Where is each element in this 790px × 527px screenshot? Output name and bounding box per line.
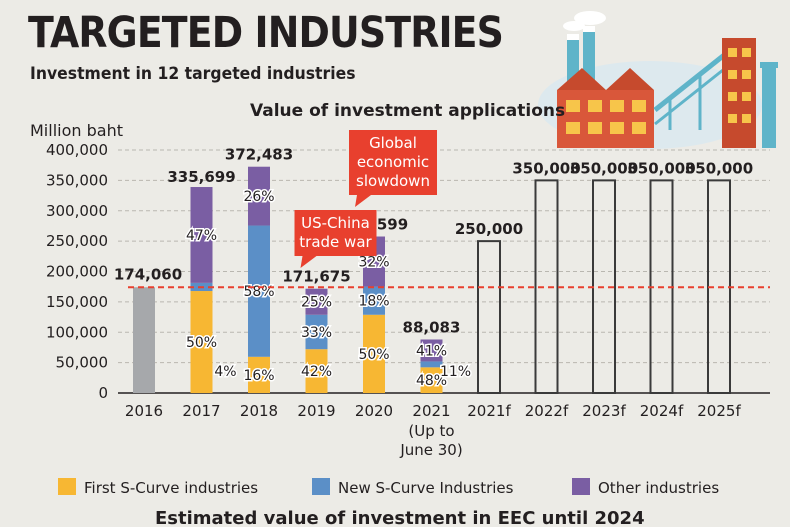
y-tick-label: 0 — [98, 384, 108, 402]
x-tick-label: 2021f — [467, 402, 511, 420]
bar-segment-first-s-curve — [363, 314, 385, 393]
x-tick-note: June 30) — [399, 441, 462, 459]
legend-swatch-first-s-curve — [58, 478, 76, 495]
bar-segment-new-s-curve — [363, 286, 385, 315]
callout-pointer — [300, 256, 317, 268]
total-value-label: 350,000 — [512, 159, 580, 177]
x-tick-label: 2022f — [525, 402, 569, 420]
share-label: 41% — [416, 343, 447, 359]
share-label: 16% — [243, 368, 274, 384]
callout-text: Global — [369, 134, 417, 152]
bar-segment-new-s-curve — [248, 225, 270, 357]
share-label: 42% — [301, 364, 332, 380]
callout-pointer — [355, 195, 371, 207]
legend-label-other: Other industries — [598, 479, 719, 497]
bar-segment-first-s-curve — [305, 349, 328, 393]
y-tick-label: 200,000 — [46, 263, 108, 281]
legend-label-new-s-curve: New S-Curve Industries — [338, 479, 514, 497]
bar-segment-new-s-curve — [305, 314, 328, 350]
share-label: 32% — [358, 255, 389, 271]
page-title: TARGETED INDUSTRIES — [28, 8, 504, 58]
bar-segment-other — [248, 166, 270, 226]
share-label: 11% — [440, 364, 471, 380]
total-value-label: 350,000 — [685, 159, 753, 177]
callout-text: US-China — [301, 214, 370, 232]
callout-box — [349, 130, 437, 195]
total-value-label: 174,060 — [114, 265, 182, 283]
bar-segment-first-s-curve — [248, 356, 270, 393]
y-tick-label: 400,000 — [46, 141, 108, 159]
share-label: 4% — [214, 364, 236, 380]
x-tick-label: 2017 — [182, 402, 220, 420]
chart-title: Value of investment applications — [250, 101, 565, 121]
share-label: 47% — [186, 228, 217, 244]
share-label: 50% — [358, 347, 389, 363]
total-value-label: 350,000 — [570, 159, 638, 177]
x-tick-label: 2019 — [297, 402, 335, 420]
bar-segment-other — [190, 187, 213, 283]
callout-text: trade war — [299, 233, 372, 251]
y-axis-label: Million baht — [30, 121, 123, 140]
legend-label-first-s-curve: First S-Curve industries — [84, 479, 258, 497]
y-tick-label: 250,000 — [46, 232, 108, 250]
x-tick-label: 2024f — [640, 402, 684, 420]
legend-swatch-other — [572, 478, 590, 495]
factory-illustration-icon — [538, 11, 778, 149]
share-label: 48% — [416, 373, 447, 389]
share-label: 25% — [301, 295, 332, 311]
bar-forecast — [534, 179, 559, 394]
callout-text: economic — [357, 153, 429, 171]
legend-swatch-new-s-curve — [312, 478, 330, 495]
share-label: 18% — [358, 294, 389, 310]
y-tick-label: 50,000 — [56, 354, 109, 372]
bar-segment-new-s-curve — [420, 361, 443, 368]
y-tick-label: 300,000 — [46, 202, 108, 220]
total-value-label: 171,675 — [282, 268, 350, 286]
callout-box — [294, 210, 377, 256]
total-value-label: 372,483 — [225, 146, 293, 164]
x-tick-label: 2016 — [125, 402, 163, 420]
bar-segment-other — [420, 339, 443, 362]
x-tick-label: 2021 — [412, 402, 450, 420]
bar-total — [133, 287, 155, 393]
y-tick-label: 150,000 — [46, 293, 108, 311]
total-value-label: 88,083 — [403, 318, 461, 336]
bar-forecast — [477, 240, 501, 394]
x-tick-label: 2020 — [355, 402, 393, 420]
total-value-label: 350,000 — [627, 159, 695, 177]
bar-segment-first-s-curve — [190, 291, 213, 393]
bar-segment-other — [305, 288, 328, 315]
y-tick-label: 350,000 — [46, 171, 108, 189]
x-tick-label: 2018 — [240, 402, 278, 420]
page-subtitle: Investment in 12 targeted industries — [30, 64, 356, 84]
legend: First S-Curve industries New S-Curve Ind… — [58, 478, 719, 497]
total-value-label: 335,699 — [167, 168, 235, 186]
y-tick-label: 100,000 — [46, 323, 108, 341]
bar-segment-first-s-curve — [420, 367, 443, 393]
callout-text: slowdown — [356, 172, 430, 190]
x-tick-label: 2023f — [582, 402, 626, 420]
x-tick-note: (Up to — [408, 422, 454, 440]
total-value-label: 250,000 — [455, 220, 523, 238]
x-tick-label: 2025f — [697, 402, 741, 420]
share-label: 50% — [186, 335, 217, 351]
share-label: 33% — [301, 325, 332, 341]
share-label: 26% — [243, 189, 274, 205]
footer-title: Estimated value of investment in EEC unt… — [155, 508, 645, 527]
